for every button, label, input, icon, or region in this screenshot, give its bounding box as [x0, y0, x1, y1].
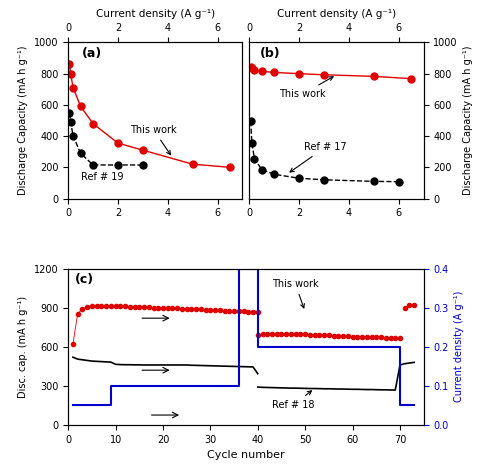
Text: (c): (c): [75, 273, 94, 287]
Y-axis label: Discharge Capacity (mA h g⁻¹): Discharge Capacity (mA h g⁻¹): [19, 46, 28, 195]
X-axis label: Current density (A g⁻¹): Current density (A g⁻¹): [277, 9, 396, 19]
Y-axis label: Discharge Capacity (mA h g⁻¹): Discharge Capacity (mA h g⁻¹): [464, 46, 473, 195]
Text: Ref # 19: Ref # 19: [81, 164, 123, 182]
Text: (b): (b): [260, 47, 281, 60]
Text: Ref # 18: Ref # 18: [272, 391, 315, 410]
Text: This work: This work: [280, 77, 333, 99]
X-axis label: Cycle number: Cycle number: [207, 450, 285, 460]
Text: Ref # 17: Ref # 17: [290, 142, 347, 172]
Y-axis label: Disc. cap. (mA h g⁻¹): Disc. cap. (mA h g⁻¹): [19, 296, 28, 398]
X-axis label: Current density (A g⁻¹): Current density (A g⁻¹): [96, 9, 215, 19]
Text: This work: This work: [131, 125, 177, 155]
Y-axis label: Current density (A g⁻¹): Current density (A g⁻¹): [454, 291, 464, 403]
Text: This work: This work: [272, 279, 318, 308]
Text: (a): (a): [82, 47, 102, 60]
